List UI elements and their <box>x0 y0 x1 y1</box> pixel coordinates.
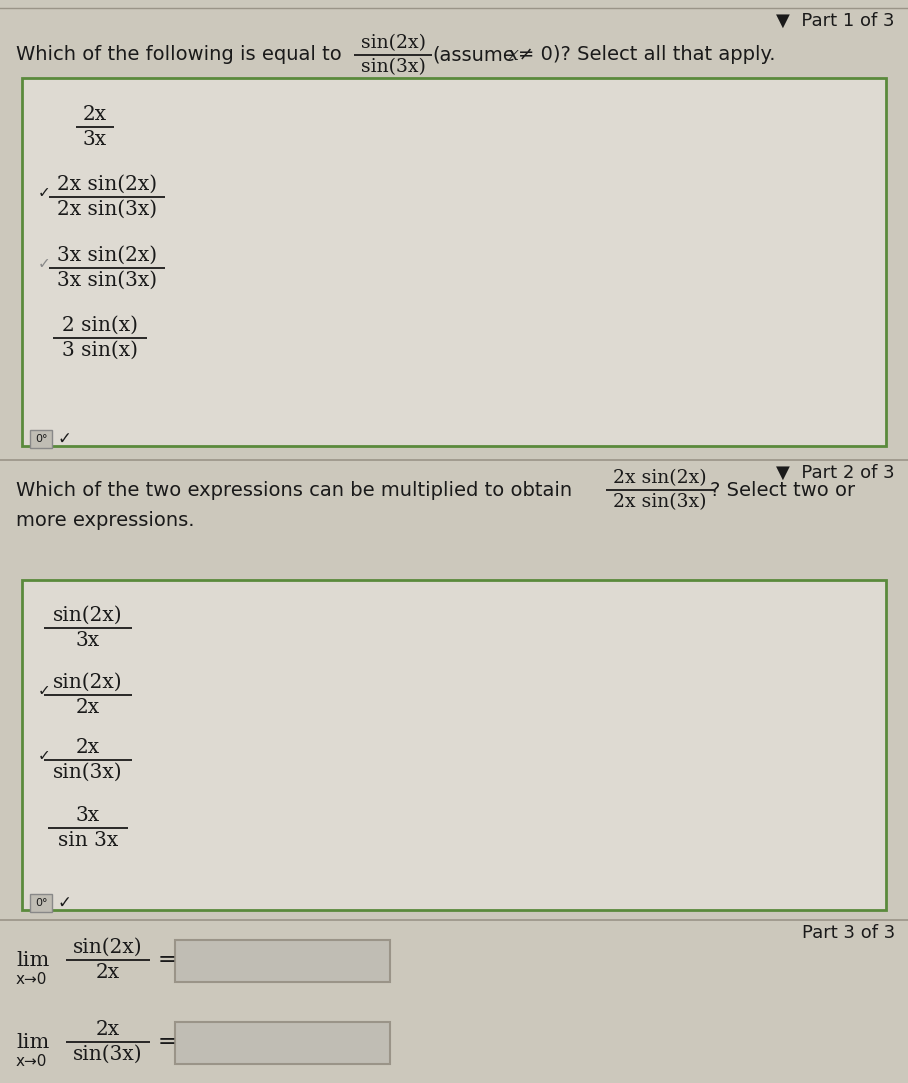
Text: 2x: 2x <box>76 738 100 757</box>
Text: 2 sin(x): 2 sin(x) <box>62 316 138 335</box>
Text: 2x: 2x <box>76 699 100 717</box>
Text: Which of the following is equal to: Which of the following is equal to <box>16 45 341 65</box>
Text: Part 3 of 3: Part 3 of 3 <box>802 924 895 942</box>
FancyBboxPatch shape <box>175 1022 390 1064</box>
Text: 3x: 3x <box>83 130 107 149</box>
Text: ✓: ✓ <box>37 683 50 699</box>
Text: 2x sin(3x): 2x sin(3x) <box>613 493 706 511</box>
Text: 3x: 3x <box>76 631 100 650</box>
Text: 2x: 2x <box>96 963 120 982</box>
Text: x→0: x→0 <box>16 1055 47 1070</box>
FancyBboxPatch shape <box>22 580 886 910</box>
Text: 3x sin(3x): 3x sin(3x) <box>57 271 157 290</box>
Text: 2x: 2x <box>96 1020 120 1039</box>
Text: ▼  Part 1 of 3: ▼ Part 1 of 3 <box>776 12 895 30</box>
Text: ? Select two or: ? Select two or <box>710 481 855 499</box>
Text: ✓: ✓ <box>37 257 50 272</box>
Text: 2x: 2x <box>83 105 107 123</box>
Text: sin(2x): sin(2x) <box>54 606 123 625</box>
Text: ≠ 0)? Select all that apply.: ≠ 0)? Select all that apply. <box>518 45 775 65</box>
FancyBboxPatch shape <box>30 430 52 448</box>
Text: ▼  Part 2 of 3: ▼ Part 2 of 3 <box>776 464 895 482</box>
Text: lim: lim <box>16 1032 49 1052</box>
Text: sin(2x): sin(2x) <box>54 673 123 692</box>
Text: more expressions.: more expressions. <box>16 510 194 530</box>
Text: ✓: ✓ <box>37 748 50 764</box>
Text: x→0: x→0 <box>16 973 47 988</box>
Text: 2x sin(2x): 2x sin(2x) <box>57 175 157 194</box>
Text: 3x sin(2x): 3x sin(2x) <box>57 246 157 265</box>
Text: sin(2x): sin(2x) <box>74 938 143 957</box>
Text: sin(2x): sin(2x) <box>360 34 426 52</box>
Text: sin(3x): sin(3x) <box>54 764 123 782</box>
Text: x: x <box>508 45 519 64</box>
Text: =: = <box>158 949 177 971</box>
Text: 2x sin(3x): 2x sin(3x) <box>57 200 157 219</box>
Text: 2x sin(2x): 2x sin(2x) <box>613 469 706 487</box>
Text: 0°: 0° <box>35 898 47 908</box>
Text: =: = <box>158 1031 177 1053</box>
Text: (assume: (assume <box>432 45 515 65</box>
Text: sin(3x): sin(3x) <box>74 1045 143 1064</box>
Text: Which of the two expressions can be multiplied to obtain: Which of the two expressions can be mult… <box>16 481 572 499</box>
FancyBboxPatch shape <box>22 78 886 446</box>
Text: 3 sin(x): 3 sin(x) <box>62 341 138 360</box>
Text: ✓: ✓ <box>58 893 72 912</box>
Text: 0°: 0° <box>35 434 47 444</box>
Text: sin 3x: sin 3x <box>58 831 118 850</box>
Text: lim: lim <box>16 951 49 969</box>
Text: ✓: ✓ <box>58 430 72 448</box>
FancyBboxPatch shape <box>175 940 390 982</box>
FancyBboxPatch shape <box>30 893 52 912</box>
Text: 3x: 3x <box>76 806 100 825</box>
Text: sin(3x): sin(3x) <box>360 58 426 76</box>
Text: ✓: ✓ <box>37 185 50 200</box>
